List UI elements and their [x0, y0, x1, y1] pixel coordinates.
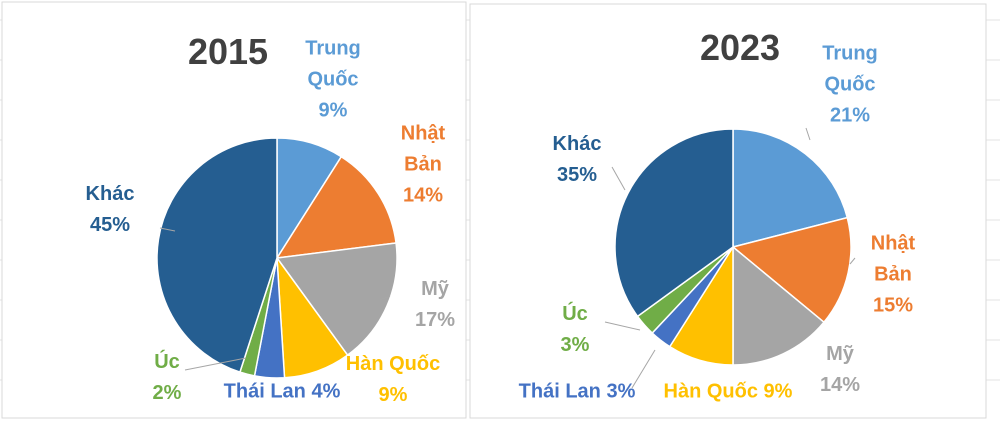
chart-title: 2015 [187, 31, 269, 72]
leader-line [159, 227, 176, 232]
category-name: Khác [552, 133, 602, 155]
percent-label: 45% [89, 214, 131, 236]
category-name: Mỹ [826, 343, 854, 365]
category-name: Úc [562, 303, 588, 325]
category-name: Trung Quốc [305, 37, 361, 91]
pie-slice [275, 155, 397, 259]
pie-slice [156, 137, 278, 374]
data-label: Mỹ 17% [415, 274, 455, 336]
leader-line [805, 127, 811, 141]
percent-label: 15% [872, 294, 914, 317]
data-label: Khác 45% [75, 179, 145, 241]
category-name: Úc [154, 351, 180, 373]
category-name: Nhật Bản [400, 122, 446, 176]
percent-label: 14% [402, 184, 444, 207]
data-label: Hàn Quốc 9% [338, 349, 448, 411]
percent-label: 9% [318, 99, 348, 122]
leader-line [184, 357, 247, 371]
data-label: Trung Quốc 9% [298, 34, 368, 127]
pie-slice [614, 128, 734, 318]
data-label: Mỹ 14% [820, 339, 860, 401]
percent-label: 9% [763, 380, 793, 403]
category-name: Hàn Quốc [663, 380, 758, 403]
leader-line [379, 295, 391, 301]
leader-line [604, 321, 641, 331]
leader-line [849, 257, 856, 265]
data-label: Hàn Quốc 9% [664, 377, 793, 408]
data-label: Úc 2% [147, 347, 187, 409]
data-label: Trung Quốc 21% [815, 39, 885, 132]
leader-line [611, 166, 626, 191]
pie-slice [732, 245, 825, 366]
data-label: Nhật Bản 14% [393, 119, 453, 212]
percent-label: 3% [560, 334, 590, 356]
category-name: Trung Quốc [822, 42, 878, 96]
category-name: Thái Lan [518, 380, 601, 403]
percent-label: 21% [829, 104, 871, 127]
category-name: Khác [85, 183, 135, 205]
percent-label: 3% [606, 380, 636, 403]
pie-slice [732, 128, 849, 248]
data-label: Nhật Bản 15% [863, 229, 923, 322]
percent-label: 2% [152, 382, 182, 404]
percent-label: 17% [414, 309, 456, 331]
percent-label: 35% [556, 164, 598, 186]
leader-line [631, 349, 656, 389]
category-name: Thái Lan [223, 380, 306, 403]
percent-label: 9% [378, 384, 408, 406]
data-label: Thái Lan 4% [224, 377, 341, 408]
chart-title: 2023 [699, 27, 781, 68]
data-label: Thái Lan 3% [519, 377, 636, 408]
category-name: Nhật Bản [870, 232, 916, 286]
category-name: Mỹ [421, 278, 449, 300]
pie-slice [731, 216, 852, 324]
percent-label: 14% [819, 374, 861, 396]
data-label: Úc 3% [555, 299, 595, 361]
pie-slice [275, 242, 398, 357]
percent-label: 4% [311, 380, 341, 403]
data-label: Khác 35% [542, 129, 612, 191]
category-name: Hàn Quốc [345, 353, 441, 375]
